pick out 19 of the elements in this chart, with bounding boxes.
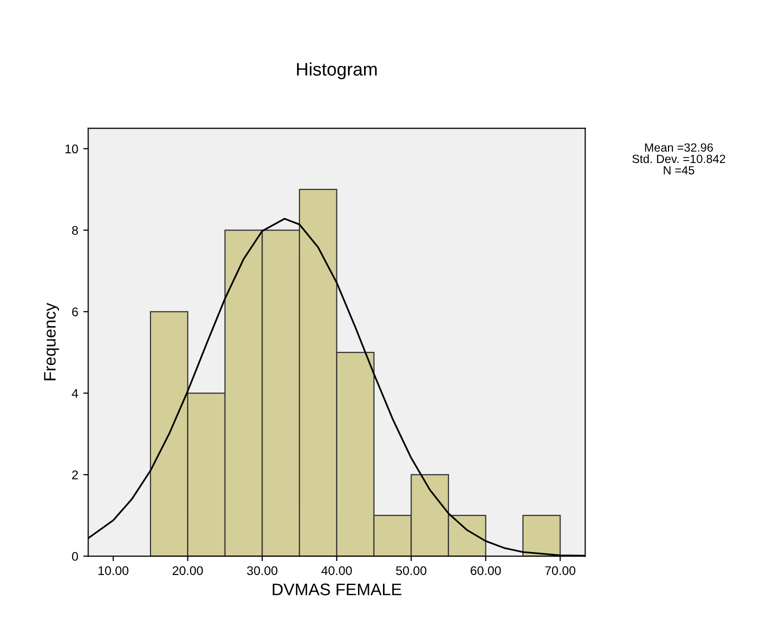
y-tick-label: 0 [72, 552, 78, 561]
y-tick-label: 4 [72, 389, 78, 398]
x-tick-label: 70.00 [545, 566, 576, 576]
x-tick-label: 60.00 [470, 566, 501, 576]
y-tick-label: 2 [72, 470, 78, 480]
x-axis-title: DVMAS FEMALE [272, 584, 402, 596]
text: Std. Dev. =10.842 [632, 154, 726, 164]
x-tick-label: 50.00 [396, 566, 426, 576]
x-tick-label: 30.00 [247, 566, 278, 576]
x-tick-label: 20.00 [172, 566, 203, 576]
y-tick-label: 6 [72, 307, 78, 316]
y-tick-label: 8 [72, 226, 78, 235]
x-tick-label: 40.00 [321, 566, 352, 576]
y-axis-title: Frequency [44, 302, 60, 380]
y-tick-label: 10 [66, 144, 78, 154]
chart-title: Histogram [297, 62, 377, 80]
text: Mean =32.96 [645, 143, 713, 152]
text: N =45 [664, 166, 694, 174]
x-tick-label: 10.00 [98, 566, 128, 576]
